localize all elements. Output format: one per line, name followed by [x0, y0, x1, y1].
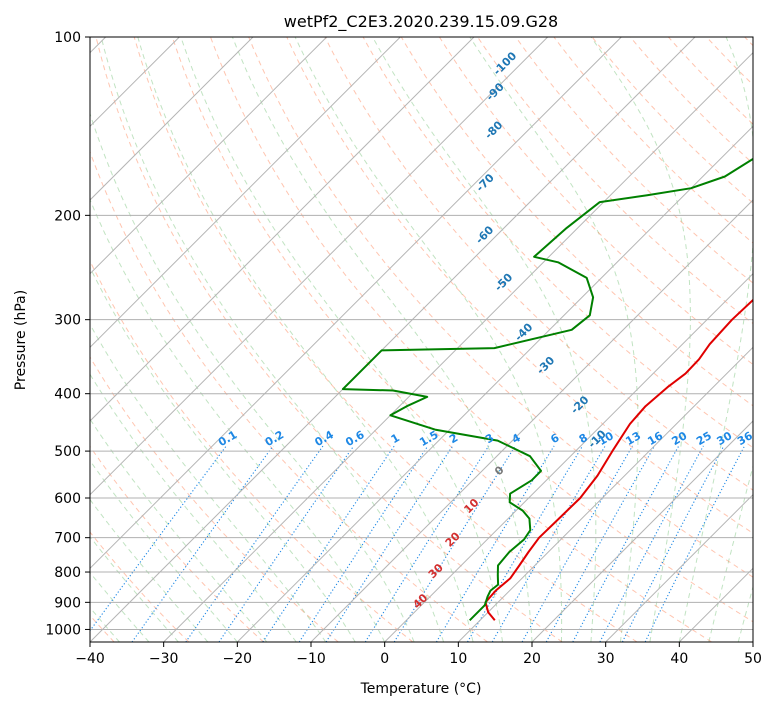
- y-axis-ticks: 100 200 300 400 500 600 700 800 900 1000: [45, 30, 90, 638]
- x-axis-ticks: −40 −30 −20 −10 0 10 20 30 40 50: [75, 642, 762, 667]
- moist-adiabat: [372, 37, 597, 642]
- moist-adiabat: [590, 37, 691, 642]
- x-tick-label: 0: [380, 651, 389, 667]
- isotherm: [163, 51, 753, 642]
- isotherms: [90, 37, 753, 642]
- mixing-ratio-line: [521, 445, 633, 642]
- mixing-ratio-line: [185, 445, 324, 642]
- dry-adiabat: [133, 37, 638, 642]
- dry-adiabat: [90, 150, 488, 642]
- isotherm: [90, 37, 622, 570]
- moist-adiabat: [90, 418, 268, 642]
- dry-adiabat: [90, 356, 339, 642]
- mixing-ratio-line: [467, 445, 584, 642]
- y-tick-label: 800: [54, 565, 81, 581]
- mixing-ratio-line: [364, 445, 490, 642]
- dry-adiabat: [95, 37, 563, 642]
- moist-adiabat: [90, 198, 386, 642]
- mixing-ratio-line: [621, 445, 725, 642]
- isotherm: [752, 641, 753, 642]
- moist-adiabat: [90, 373, 297, 642]
- dewpoint-line: [341, 157, 753, 622]
- x-axis-label: Temperature (°C): [360, 681, 482, 697]
- isotherm: [90, 37, 401, 349]
- isotherm: [90, 37, 328, 275]
- moist-adiabat: [90, 535, 179, 642]
- y-tick-label: 500: [54, 444, 81, 460]
- moist-adiabat: [180, 37, 503, 642]
- x-tick-label: 20: [523, 651, 541, 667]
- y-tick-label: 100: [54, 30, 81, 46]
- x-tick-label: 30: [597, 651, 615, 667]
- isotherm: [90, 37, 475, 422]
- isotherm: [531, 420, 753, 642]
- moist-adiabat: [231, 37, 533, 642]
- isotherm: [384, 272, 753, 642]
- isotherm: [236, 125, 753, 642]
- mixing-ratio-line: [262, 445, 395, 642]
- x-tick-label: −30: [149, 651, 179, 667]
- plot-frame: [89, 36, 754, 643]
- y-tick-label: 600: [54, 491, 81, 507]
- y-tick-label: 300: [54, 313, 81, 329]
- dry-adiabat: [210, 37, 753, 623]
- mixing-ratio-line: [298, 445, 429, 642]
- x-tick-label: −40: [75, 651, 105, 667]
- temperature-line: [484, 298, 753, 621]
- x-tick-label: 10: [449, 651, 467, 667]
- y-axis-label: Pressure (hPa): [13, 290, 29, 390]
- dry-adiabat: [438, 37, 753, 366]
- moist-adiabat: [294, 37, 563, 642]
- x-tick-label: −10: [296, 651, 326, 667]
- y-tick-label: 1000: [45, 622, 81, 638]
- dry-adiabat: [90, 445, 264, 642]
- plot-background: [90, 37, 753, 642]
- moist-adiabat: [100, 37, 445, 642]
- isobars: [90, 37, 753, 630]
- moist-adiabat: [469, 37, 639, 642]
- mixing-ratio-line: [491, 445, 606, 642]
- isotherm: [90, 37, 549, 496]
- moist-adiabat: [90, 498, 209, 642]
- dry-adiabat: [248, 37, 753, 578]
- mixing-ratio-line: [435, 445, 555, 642]
- sounding-profiles: [341, 157, 753, 622]
- x-tick-label: −20: [223, 651, 253, 667]
- moist-adiabat: [90, 323, 327, 642]
- isotherm: [90, 37, 254, 201]
- y-tick-label: 200: [54, 208, 81, 224]
- mixing-ratio-line: [599, 445, 704, 642]
- isotherm: [90, 37, 696, 642]
- dry-adiabat: [171, 37, 712, 642]
- y-tick-label: 900: [54, 595, 81, 611]
- chart-title: wetPf2_C2E3.2020.239.15.09.G28: [284, 12, 558, 32]
- dry-adiabat: [90, 531, 190, 642]
- isotherm: [457, 346, 753, 642]
- mixing-ratio-lines: [90, 445, 746, 642]
- isotherm: [605, 493, 753, 642]
- x-tick-label: 40: [670, 651, 688, 667]
- mixing-ratio-line: [325, 445, 454, 642]
- moist-adiabat: [90, 266, 356, 642]
- isotherm: [310, 199, 753, 642]
- y-tick-label: 400: [54, 387, 81, 403]
- moist-adiabat: [137, 37, 474, 642]
- dry-adiabat: [400, 37, 753, 407]
- mixing-ratio-line: [644, 445, 746, 642]
- mixing-ratio-line: [90, 445, 227, 632]
- mixing-ratio-label: 36: [735, 429, 755, 448]
- moist-adiabat: [90, 112, 415, 642]
- y-tick-label: 700: [54, 531, 81, 547]
- moist-adiabat: [90, 459, 238, 642]
- dry-adiabat: [515, 37, 753, 284]
- x-tick-label: 50: [744, 651, 762, 667]
- moist-adiabats: [90, 37, 753, 642]
